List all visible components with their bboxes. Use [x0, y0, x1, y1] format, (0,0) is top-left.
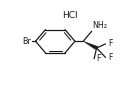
Text: HCl: HCl — [62, 11, 78, 20]
Text: Br: Br — [22, 37, 31, 46]
Text: F: F — [108, 39, 112, 48]
Polygon shape — [83, 41, 98, 49]
Text: F: F — [108, 53, 112, 62]
Text: F: F — [97, 54, 101, 63]
Text: NH₂: NH₂ — [93, 21, 108, 30]
